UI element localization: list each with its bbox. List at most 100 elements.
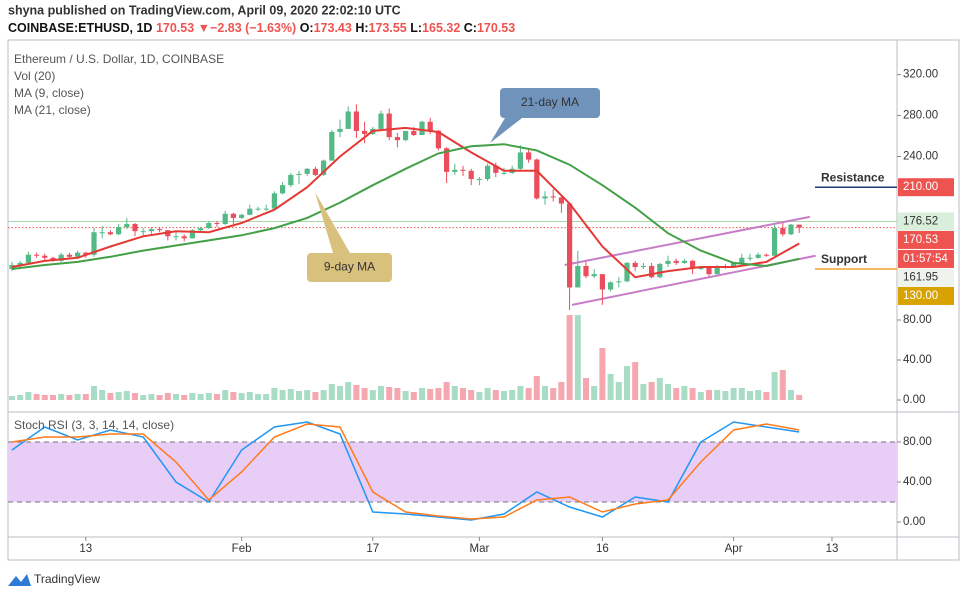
candle-body [649, 265, 655, 278]
volume-bar [66, 395, 73, 400]
volume-bar [304, 390, 311, 400]
volume-bar [271, 388, 278, 400]
price-tag-label: 130.00 [903, 290, 938, 302]
callout-text: 9-day MA [324, 260, 375, 274]
volume-bar [296, 391, 302, 400]
candle-body [91, 232, 97, 255]
candle-body [591, 274, 597, 277]
legend-title: Ethereum / U.S. Dollar, 1D, COINBASE [14, 52, 224, 66]
level-label: Support [821, 252, 867, 266]
callout-pointer [315, 192, 350, 253]
candle-body [378, 113, 384, 129]
volume-bar [755, 390, 762, 400]
volume-bar [738, 388, 745, 400]
volume-bar [673, 388, 680, 400]
candle-body [107, 232, 113, 235]
volume-bar [123, 391, 130, 400]
candle-body [567, 203, 573, 288]
volume-bar [214, 394, 220, 400]
x-tick-label: 13 [79, 543, 92, 555]
ohlc-key: C: [464, 21, 477, 35]
volume-bar [263, 394, 270, 400]
volume-bar [706, 390, 712, 400]
volume-bar [99, 390, 106, 400]
candle-body [296, 173, 302, 175]
candle-body [124, 224, 130, 228]
y-tick-label: 80.00 [903, 314, 932, 326]
candle-body [624, 262, 630, 282]
volume-bar [74, 394, 81, 400]
volume-bar [435, 388, 442, 400]
y-tick-label: 0.00 [903, 394, 925, 406]
volume-bar [287, 389, 294, 400]
level-label: Resistance [821, 170, 885, 184]
volume-bar [607, 374, 614, 400]
price-tag-label: 176.52 [903, 215, 938, 227]
symbol: COINBASE:ETHUSD, 1D [8, 21, 152, 35]
volume-bar [681, 386, 688, 400]
candle-body [394, 137, 400, 141]
volume-bar [230, 392, 237, 400]
candle-body [632, 262, 638, 268]
countdown-label: 01:57:54 [903, 253, 948, 265]
countdown-tag [898, 249, 954, 268]
volume-bar [542, 386, 548, 400]
legend-ma: MA (21, close) [14, 103, 91, 117]
volume-bar [550, 388, 557, 400]
callout-box [307, 253, 392, 282]
arrow: ▼ [198, 21, 210, 35]
candle-body [665, 260, 671, 264]
price-tag-label: 210.00 [903, 181, 938, 193]
volume-bar [533, 376, 540, 400]
candle-body [657, 263, 663, 278]
volume-bar [41, 395, 48, 400]
price-tag-label: 170.53 [903, 234, 938, 246]
candle-body [698, 268, 704, 270]
volume-bar [788, 390, 794, 400]
candle-body [312, 168, 318, 175]
volume-bar [492, 390, 499, 400]
volume-bar [583, 378, 589, 400]
candle-body [714, 267, 720, 275]
candle-body [173, 236, 179, 238]
candle-body [247, 208, 253, 215]
volume-bar [640, 384, 647, 400]
volume-bar [689, 388, 696, 400]
y-tick-label: 0.00 [903, 516, 925, 528]
volume-bar [476, 392, 483, 400]
candle-body [214, 223, 220, 225]
volume-bar [164, 393, 171, 400]
volume-bar [558, 382, 565, 400]
x-tick-label: Mar [469, 543, 489, 555]
candle-body [460, 169, 466, 171]
candle-body [640, 265, 646, 268]
candle-body [731, 262, 737, 266]
volume-bar [451, 386, 458, 400]
candle-body [542, 196, 548, 199]
candle-body [681, 260, 687, 263]
volume-bar [337, 386, 343, 400]
candle-body [362, 130, 368, 135]
candle-body [132, 224, 138, 232]
candle-body [739, 257, 745, 263]
volume-bar [599, 348, 606, 400]
volume-bar [665, 384, 671, 400]
volume-bar [369, 390, 376, 400]
candle-body [255, 208, 261, 210]
candle-body [575, 265, 581, 288]
volume-bar [771, 372, 778, 400]
volume-bar [58, 394, 65, 400]
candle-body [353, 111, 359, 131]
candle-body [583, 265, 589, 277]
candle-body [403, 130, 409, 141]
volume-bar [591, 386, 598, 400]
legend-volume: Vol (20) [14, 69, 55, 83]
volume-bar [140, 395, 147, 400]
volume-bar [443, 382, 450, 400]
candle-body [280, 185, 286, 194]
y-tick-label: 280.00 [903, 110, 938, 122]
y-tick-label: 40.00 [903, 354, 932, 366]
overlay-layer: Resistance Support 21-day MA 9-day MA 210.00… [307, 88, 954, 305]
candle-body [501, 172, 507, 174]
volume-bar [132, 393, 138, 400]
